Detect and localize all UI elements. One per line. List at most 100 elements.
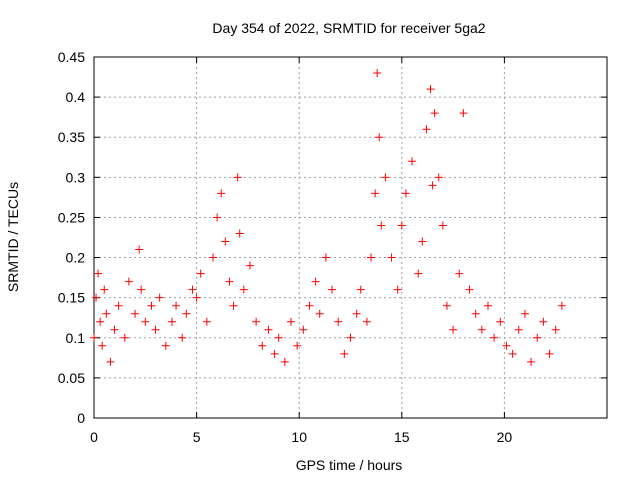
data-point	[264, 325, 273, 334]
chart-title: Day 354 of 2022, SRMTID for receiver 5ga…	[212, 20, 485, 36]
data-point	[100, 285, 109, 294]
data-point	[551, 325, 560, 334]
data-point	[217, 189, 226, 198]
data-point	[520, 309, 529, 318]
data-point	[147, 301, 156, 310]
data-point	[114, 301, 123, 310]
data-point	[96, 317, 105, 326]
data-point	[514, 325, 523, 334]
data-point	[280, 357, 289, 366]
data-point	[110, 325, 119, 334]
data-point	[286, 317, 295, 326]
data-point	[135, 245, 144, 254]
data-point	[387, 253, 396, 262]
data-point	[293, 341, 302, 350]
data-point	[196, 269, 205, 278]
data-point	[141, 317, 150, 326]
data-point	[496, 317, 505, 326]
y-tick-label: 0.35	[58, 129, 85, 145]
data-point	[557, 301, 566, 310]
data-point	[188, 285, 197, 294]
data-point	[381, 173, 390, 182]
data-point	[258, 341, 267, 350]
data-point	[90, 333, 98, 342]
data-point	[305, 301, 314, 310]
x-tick-label: 20	[497, 429, 513, 445]
data-point	[502, 341, 511, 350]
data-point	[192, 293, 201, 302]
data-point	[245, 261, 254, 270]
y-tick-label: 0.4	[66, 89, 86, 105]
data-point	[213, 213, 222, 222]
data-point	[545, 349, 554, 358]
data-point	[124, 277, 133, 286]
data-point	[321, 253, 330, 262]
data-point	[449, 325, 458, 334]
x-tick-label: 10	[291, 429, 307, 445]
data-point	[209, 253, 218, 262]
data-point	[340, 349, 349, 358]
data-point	[362, 317, 371, 326]
data-point	[270, 349, 279, 358]
data-point	[430, 109, 439, 118]
y-tick-label: 0.45	[58, 49, 85, 65]
y-tick-label: 0	[77, 410, 85, 426]
data-point	[465, 285, 474, 294]
y-axis-label: SRMTID / TECUs	[5, 182, 21, 292]
tick-labels: 0 0.05 0.1 0.15 0.2 0.25 0.3 0.35 0.4 0.45 0 5 10 15 2…	[58, 49, 513, 445]
y-tick-label: 0.25	[58, 209, 85, 225]
data-point	[315, 309, 324, 318]
data-point	[137, 285, 146, 294]
y-tick-label: 0.15	[58, 290, 85, 306]
data-point	[94, 269, 103, 278]
data-point	[455, 269, 464, 278]
data-point	[371, 189, 380, 198]
data-point	[356, 285, 365, 294]
data-point	[182, 309, 191, 318]
grid	[94, 57, 607, 418]
data-point	[459, 109, 468, 118]
data-point	[414, 269, 423, 278]
data-point	[299, 325, 308, 334]
x-tick-label: 0	[90, 429, 98, 445]
data-point	[346, 333, 355, 342]
data-point	[377, 221, 386, 230]
data-point	[408, 157, 417, 166]
data-point	[151, 325, 160, 334]
y-tick-label: 0.2	[66, 250, 86, 266]
data-point	[172, 301, 181, 310]
data-point	[477, 325, 486, 334]
data-point	[539, 317, 548, 326]
data-point	[428, 181, 437, 190]
data-point	[92, 293, 101, 302]
data-point	[508, 349, 517, 358]
data-point	[426, 85, 435, 94]
data-point	[483, 301, 492, 310]
data-point	[221, 237, 230, 246]
data-point	[328, 285, 337, 294]
y-tick-label: 0.05	[58, 370, 85, 386]
data-point	[527, 357, 536, 366]
data-point	[229, 301, 238, 310]
data-point	[533, 333, 542, 342]
data-point	[178, 333, 187, 342]
data-point	[102, 309, 111, 318]
x-tick-label: 5	[193, 429, 201, 445]
data-point	[225, 277, 234, 286]
data-point	[442, 301, 451, 310]
data-point	[202, 317, 211, 326]
data-point	[167, 317, 176, 326]
x-tick-label: 15	[394, 429, 410, 445]
data-point	[274, 333, 283, 342]
data-point	[438, 221, 447, 230]
data-point	[106, 357, 115, 366]
data-point	[98, 341, 107, 350]
data-point	[155, 293, 164, 302]
data-point	[352, 309, 361, 318]
data-point	[397, 221, 406, 230]
data-point	[401, 189, 410, 198]
data-point	[334, 317, 343, 326]
data-points	[90, 69, 566, 366]
x-axis-label: GPS time / hours	[296, 457, 403, 473]
